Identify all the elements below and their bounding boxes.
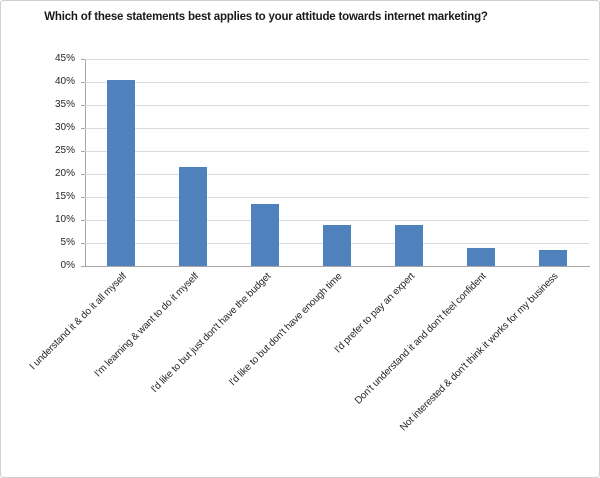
x-category-label: Don't understand it and don't feel confi… xyxy=(353,271,489,407)
y-tick-mark xyxy=(81,174,85,175)
y-tick-mark xyxy=(81,105,85,106)
gridline xyxy=(85,220,589,221)
bar xyxy=(467,248,495,266)
y-tick-mark xyxy=(81,151,85,152)
gridline xyxy=(85,82,589,83)
y-tick-mark xyxy=(81,220,85,221)
y-tick-label: 5% xyxy=(60,237,75,248)
x-category-label: I'd like to but just don't have the budg… xyxy=(148,271,273,396)
x-category-label: I'd prefer to pay an expert xyxy=(332,271,417,356)
bar xyxy=(539,250,567,266)
y-tick-label: 40% xyxy=(54,76,75,87)
y-tick-mark xyxy=(81,266,85,267)
bar xyxy=(107,80,135,266)
y-tick-mark xyxy=(81,128,85,129)
y-tick-label: 45% xyxy=(54,53,75,64)
bar xyxy=(251,204,279,266)
y-tick-label: 0% xyxy=(60,260,75,271)
y-axis-line xyxy=(85,59,86,267)
bar xyxy=(323,225,351,266)
x-axis-line xyxy=(85,266,590,267)
y-tick-mark xyxy=(81,197,85,198)
gridline xyxy=(85,105,589,106)
bar xyxy=(179,167,207,266)
gridline xyxy=(85,197,589,198)
y-tick-label: 15% xyxy=(54,191,75,202)
plot-area xyxy=(85,59,589,266)
y-tick-label: 35% xyxy=(54,99,75,110)
y-tick-mark xyxy=(81,243,85,244)
chart-title: Which of these statements best applies t… xyxy=(44,11,488,23)
bar xyxy=(395,225,423,266)
gridline xyxy=(85,59,589,60)
y-tick-label: 20% xyxy=(54,168,75,179)
y-tick-mark xyxy=(81,59,85,60)
y-tick-label: 10% xyxy=(54,214,75,225)
gridline xyxy=(85,128,589,129)
x-category-label: Not interested & don't think it works fo… xyxy=(398,271,561,434)
gridline xyxy=(85,151,589,152)
y-tick-label: 30% xyxy=(54,122,75,133)
x-category-label: I'd like to but don't have enough time xyxy=(227,271,345,389)
y-tick-label: 25% xyxy=(54,145,75,156)
gridline xyxy=(85,174,589,175)
y-tick-mark xyxy=(81,82,85,83)
